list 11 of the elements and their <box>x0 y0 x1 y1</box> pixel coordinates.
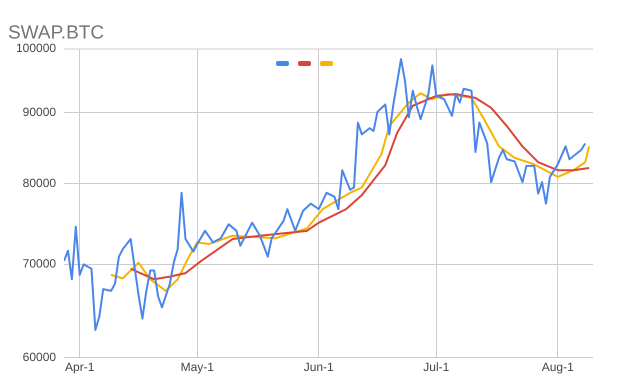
x-tick-label: Apr-1 <box>65 360 95 374</box>
x-tick-label: May-1 <box>180 360 214 374</box>
chart-title: SWAP.BTC <box>8 22 104 44</box>
y-tick-label: 80000 <box>22 176 56 190</box>
x-tick-label: Aug-1 <box>542 360 574 374</box>
y-tick-label: 100000 <box>16 41 56 56</box>
x-tick-label: Jul-1 <box>423 360 450 374</box>
x-tick-label: Jun-1 <box>304 360 334 374</box>
y-tick-label: 90000 <box>22 104 56 119</box>
y-tick-label: 70000 <box>22 256 56 271</box>
y-tick-label: 60000 <box>22 350 56 364</box>
